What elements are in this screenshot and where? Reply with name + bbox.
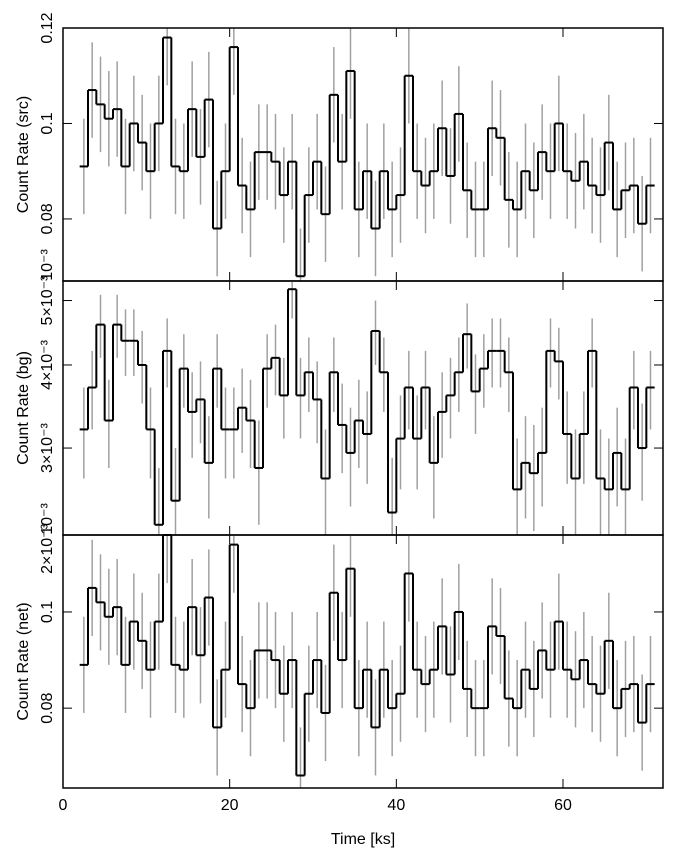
axis-annotation: 10⁻³ (39, 503, 56, 535)
x-tick-label: 20 (221, 797, 239, 814)
plot-frame (62, 534, 664, 789)
x-axis-label: Time [ks] (331, 831, 395, 848)
y-tick-label: 0.1 (39, 601, 56, 623)
x-tick-label: 0 (59, 797, 68, 814)
y-tick-label: 5×10⁻³ (39, 275, 56, 325)
y-tick-label: 0.1 (39, 112, 56, 134)
y-tick-label: 0.12 (39, 12, 56, 43)
y-tick-label: 3×10⁻³ (39, 422, 56, 472)
plot-frame (62, 27, 664, 282)
y-tick-label: 0.08 (39, 203, 56, 234)
axis-annotation: 10⁻³ (39, 249, 56, 281)
y-tick-label: 0.08 (39, 692, 56, 723)
x-tick-label: 40 (387, 797, 405, 814)
x-tick-label: 60 (554, 797, 572, 814)
axis-annotation: 2×10⁻³ (39, 523, 56, 573)
y-axis-label: Count Rate (src) (15, 96, 32, 213)
y-axis-label: Count Rate (bg) (15, 351, 32, 465)
y-axis-label: Count Rate (net) (15, 602, 32, 720)
plot-frame (62, 280, 664, 536)
y-tick-label: 4×10⁻³ (39, 339, 56, 389)
